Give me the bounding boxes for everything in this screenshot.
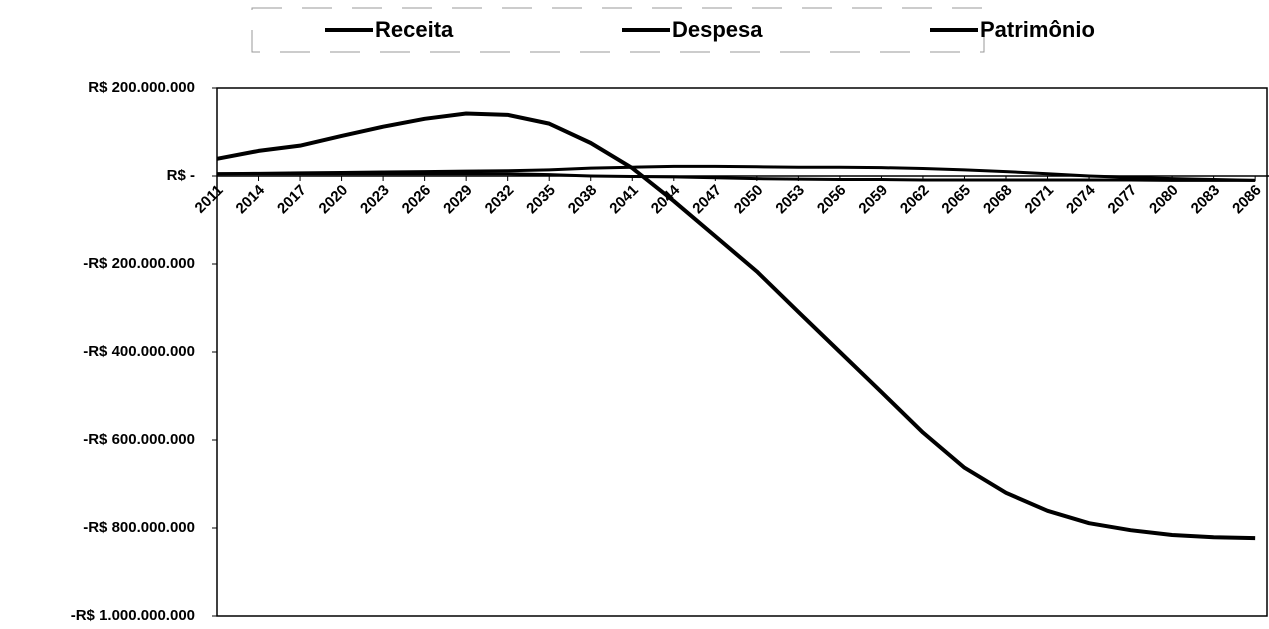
x-tick-label: 2032 (482, 182, 518, 218)
x-tick-label: 2050 (731, 182, 767, 218)
legend-label: Patrimônio (980, 17, 1095, 42)
y-tick-label: R$ - (167, 167, 195, 184)
x-tick-label: 2068 (980, 182, 1016, 218)
legend-label: Receita (375, 17, 454, 42)
x-tick-label: 2062 (897, 182, 933, 218)
x-tick-label: 2029 (440, 182, 476, 218)
y-tick-label: -R$ 800.000.000 (83, 519, 195, 536)
x-tick-label: 2056 (814, 182, 850, 218)
x-tick-label: 2020 (316, 182, 352, 218)
x-tick-label: 2080 (1146, 182, 1182, 218)
y-tick-label: -R$ 200.000.000 (83, 255, 195, 272)
y-tick-label: R$ 200.000.000 (88, 79, 195, 96)
x-tick-label: 2026 (399, 182, 435, 218)
x-tick-label: 2047 (689, 182, 725, 218)
y-tick-label: -R$ 600.000.000 (83, 431, 195, 448)
y-tick-label: -R$ 400.000.000 (83, 343, 195, 360)
x-tick-label: 2035 (523, 182, 559, 218)
x-tick-label: 2011 (192, 182, 227, 217)
y-tick-label: -R$ 1.000.000.000 (71, 607, 195, 624)
legend-frame (251, 7, 985, 53)
x-tick-label: 2077 (1105, 182, 1141, 218)
legend-label: Despesa (672, 17, 763, 42)
x-tick-label: 2038 (565, 182, 601, 218)
x-tick-label: 2086 (1229, 182, 1265, 218)
x-tick-label: 2083 (1188, 182, 1224, 218)
series-line (217, 172, 1256, 182)
x-tick-label: 2023 (357, 182, 393, 218)
x-tick-label: 2074 (1063, 181, 1099, 217)
x-tick-label: 2071 (1022, 182, 1058, 218)
series-line (216, 164, 1256, 182)
x-tick-label: 2017 (274, 182, 310, 218)
x-tick-label: 2065 (938, 182, 974, 218)
x-tick-label: 2053 (772, 182, 808, 218)
x-tick-label: 2041 (606, 182, 642, 218)
x-tick-label: 2059 (855, 182, 891, 218)
series-line (216, 111, 1256, 541)
x-tick-label: 2014 (233, 181, 269, 217)
